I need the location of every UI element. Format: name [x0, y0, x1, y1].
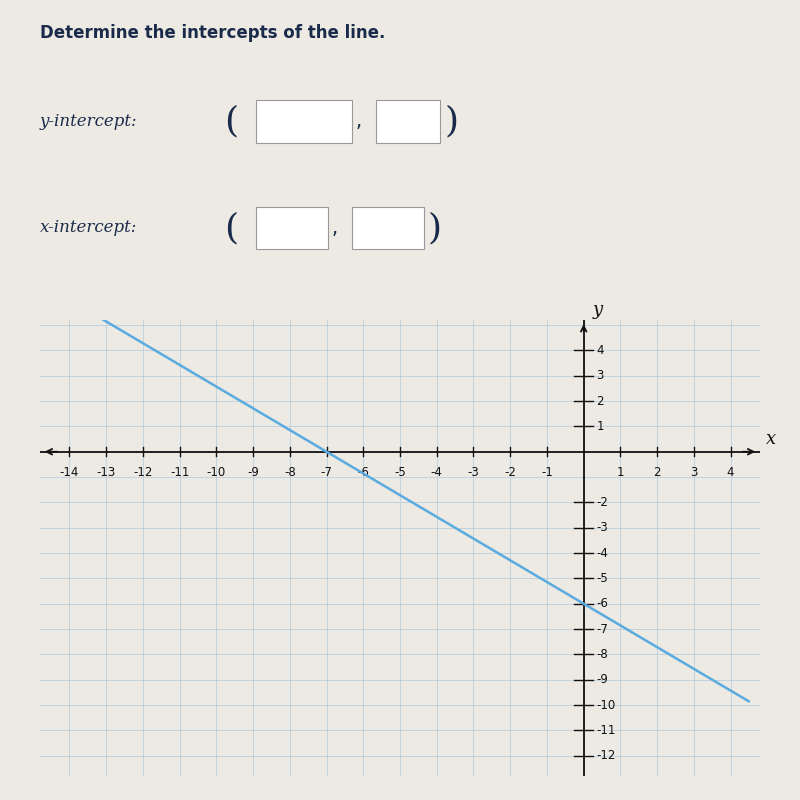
Text: ): ) — [428, 211, 442, 245]
Text: 1: 1 — [597, 420, 604, 433]
Text: -6: -6 — [597, 598, 609, 610]
Bar — [256, 206, 328, 250]
Text: -9: -9 — [597, 674, 609, 686]
Text: y-intercept:: y-intercept: — [40, 113, 138, 130]
Text: 4: 4 — [597, 344, 604, 357]
Text: -8: -8 — [597, 648, 608, 661]
Bar — [256, 100, 352, 143]
Text: 2: 2 — [654, 466, 661, 478]
Text: -12: -12 — [597, 750, 616, 762]
Text: Determine the intercepts of the line.: Determine the intercepts of the line. — [40, 24, 386, 42]
Text: 3: 3 — [690, 466, 698, 478]
Bar — [352, 206, 424, 250]
Bar — [376, 100, 440, 143]
Text: -10: -10 — [206, 466, 226, 478]
Text: -4: -4 — [597, 546, 609, 559]
Text: -13: -13 — [97, 466, 116, 478]
Text: x: x — [766, 430, 776, 448]
Text: 4: 4 — [727, 466, 734, 478]
Text: -4: -4 — [430, 466, 442, 478]
Text: -14: -14 — [60, 466, 79, 478]
Text: -9: -9 — [247, 466, 259, 478]
Text: -6: -6 — [358, 466, 370, 478]
Text: 3: 3 — [597, 370, 604, 382]
Text: -2: -2 — [504, 466, 516, 478]
Text: -12: -12 — [133, 466, 153, 478]
Text: 2: 2 — [597, 394, 604, 407]
Text: 1: 1 — [617, 466, 624, 478]
Text: -2: -2 — [597, 496, 609, 509]
Text: (: ( — [224, 211, 238, 245]
Text: -7: -7 — [597, 622, 609, 635]
Text: ): ) — [444, 105, 458, 138]
Text: -3: -3 — [467, 466, 479, 478]
Text: -8: -8 — [284, 466, 296, 478]
Text: -11: -11 — [597, 724, 616, 737]
Text: -10: -10 — [597, 698, 616, 711]
Text: ,: , — [356, 112, 362, 131]
Text: (: ( — [224, 105, 238, 138]
Text: ,: , — [332, 218, 338, 238]
Text: -5: -5 — [597, 572, 608, 585]
Text: -1: -1 — [541, 466, 553, 478]
Text: y: y — [593, 301, 603, 318]
Text: -7: -7 — [321, 466, 333, 478]
Text: -11: -11 — [170, 466, 190, 478]
Text: x-intercept:: x-intercept: — [40, 219, 138, 237]
Text: -5: -5 — [394, 466, 406, 478]
Text: -3: -3 — [597, 522, 608, 534]
